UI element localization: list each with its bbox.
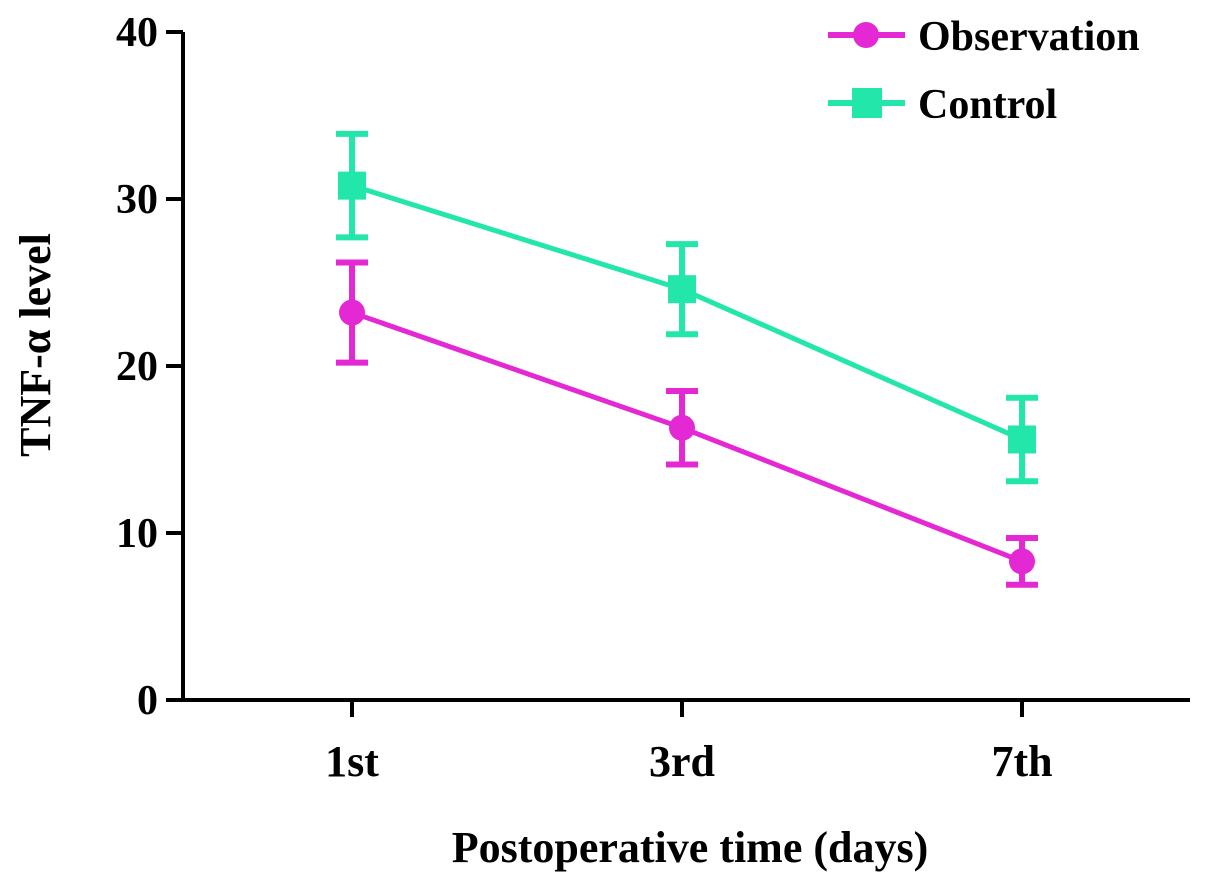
y-tick-label: 10 xyxy=(116,511,158,557)
x-tick-label: 7th xyxy=(991,737,1052,786)
series-control xyxy=(336,130,1038,485)
x-tick-label: 3rd xyxy=(649,737,715,786)
y-tick-label: 20 xyxy=(116,344,158,390)
x-axis-label: Postoperative time (days) xyxy=(452,823,929,872)
y-tick-label: 40 xyxy=(116,10,158,56)
x-tick-label: 1st xyxy=(325,737,379,786)
y-tick-label: 30 xyxy=(116,177,158,223)
data-point xyxy=(339,299,365,326)
legend-item-observation: Observation xyxy=(828,14,1140,60)
legend-item-control: Control xyxy=(828,82,1057,128)
y-tick-label: 0 xyxy=(137,678,158,724)
data-point xyxy=(1009,548,1035,575)
data-point xyxy=(338,171,366,200)
series-line xyxy=(351,183,1024,442)
legend-marker xyxy=(852,88,882,118)
legend-marker xyxy=(853,22,879,48)
legend-label: Observation xyxy=(918,14,1140,60)
legend-label: Control xyxy=(918,82,1057,128)
legend: Observation Control xyxy=(828,14,1140,128)
data-point xyxy=(668,275,696,304)
series-observation xyxy=(336,259,1038,588)
series-layer xyxy=(336,130,1038,588)
axes: 0 10 20 30 40 1st 3rd 7th xyxy=(116,10,1190,786)
data-point xyxy=(669,414,695,441)
y-axis-label: TNF-α level xyxy=(11,233,60,457)
data-point xyxy=(1008,425,1036,454)
